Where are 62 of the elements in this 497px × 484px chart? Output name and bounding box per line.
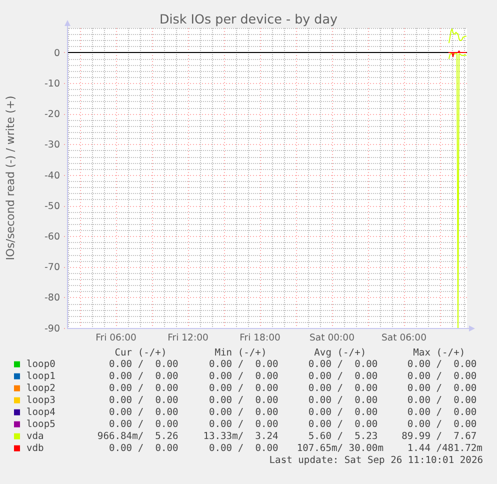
- text: 0.00 / 0.00: [407, 395, 477, 406]
- legend-label: vda: [26, 431, 44, 442]
- legend-label: loop3: [26, 395, 56, 406]
- text: 0.00 / 0.00: [208, 443, 279, 454]
- y-axis-title: IOs/second read (-) / write (+): [4, 96, 17, 260]
- text: 0.00 / 0.00: [407, 359, 477, 370]
- legend-label: loop5: [26, 419, 56, 430]
- text: Min (-/+): [214, 347, 267, 358]
- legend-label: loop2: [26, 383, 56, 394]
- y-tick-label: -80: [44, 292, 60, 304]
- text: 0.00 / 0.00: [108, 383, 179, 394]
- text: 0.00 / 0.00: [108, 443, 179, 454]
- y-tick-label: -30: [44, 140, 60, 151]
- text: 0.00 / 0.00: [108, 371, 179, 382]
- text: 0.00 / 0.00: [108, 359, 179, 370]
- legend-label: vdb: [26, 443, 44, 454]
- y-tick-label: 0: [54, 48, 60, 59]
- text: 0.00 / 0.00: [208, 383, 279, 394]
- text: 1.44 /481.72m: [407, 443, 483, 454]
- text: 13.33m/ 3.24: [203, 431, 279, 442]
- text: Avg (-/+): [314, 347, 366, 358]
- text: 0.00 / 0.00: [208, 371, 279, 382]
- text: 0.00 / 0.00: [308, 383, 378, 394]
- text: 107.65m/ 30.00m: [296, 443, 384, 454]
- y-tick-label: -70: [44, 262, 60, 274]
- x-tick-label: Fri 18:00: [240, 332, 280, 344]
- text: 966.84m/ 5.26: [97, 431, 179, 442]
- text: 5.60 / 5.23: [308, 431, 378, 442]
- text: 0.00 / 0.00: [208, 395, 279, 406]
- text: 0.00 / 0.00: [108, 407, 179, 418]
- text: 0.00 / 0.00: [308, 359, 378, 370]
- text: 0.00 / 0.00: [308, 371, 378, 382]
- x-tick-label: Sat 06:00: [382, 332, 427, 344]
- text: 89.99 / 7.67: [402, 431, 477, 442]
- text: 0.00 / 0.00: [108, 395, 179, 406]
- text: 0.00 / 0.00: [407, 371, 477, 382]
- y-tick-label: -20: [44, 109, 60, 120]
- text: 0.00 / 0.00: [407, 419, 477, 430]
- y-tick-label: -40: [44, 170, 60, 182]
- chart-title: Disk IOs per device - by day: [159, 11, 338, 26]
- y-tick-label: -50: [44, 200, 60, 212]
- x-tick-label: Fri 06:00: [96, 332, 136, 344]
- y-tick-label: -90: [44, 323, 60, 334]
- legend-label: loop4: [26, 407, 56, 418]
- text: Cur (-/+): [114, 347, 167, 358]
- x-tick-label: Sat 00:00: [310, 332, 355, 344]
- text: 0.00 / 0.00: [308, 395, 378, 406]
- text: 0.00 / 0.00: [308, 407, 378, 418]
- text: 0.00 / 0.00: [407, 383, 477, 394]
- text: 0.00 / 0.00: [407, 407, 477, 418]
- text: Last update: Sat Sep 26 11:10:01 2026: [269, 455, 484, 466]
- y-tick-label: -60: [44, 231, 60, 242]
- text: 0.00 / 0.00: [208, 407, 279, 418]
- text: 0.00 / 0.00: [308, 419, 378, 430]
- x-tick-label: Fri 12:00: [168, 332, 208, 344]
- text: 0.00 / 0.00: [108, 419, 179, 430]
- text: Max (-/+): [413, 347, 466, 358]
- y-tick-label: -10: [44, 78, 60, 90]
- legend-label: loop0: [26, 359, 56, 370]
- text: 0.00 / 0.00: [208, 419, 279, 430]
- legend-label: loop1: [26, 371, 56, 382]
- text: 0.00 / 0.00: [208, 359, 279, 370]
